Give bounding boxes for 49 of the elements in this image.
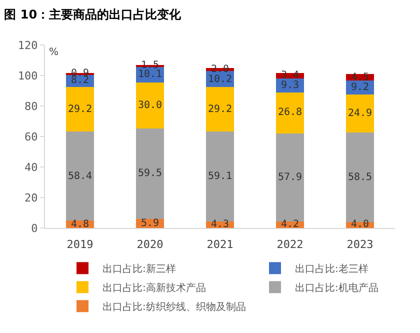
data-label: 29.2 xyxy=(68,104,92,115)
y-tick-label: 80 xyxy=(24,100,38,113)
bar xyxy=(66,87,94,132)
data-label: 9.2 xyxy=(351,82,370,93)
data-label: 4.8 xyxy=(71,219,90,230)
bar xyxy=(206,86,234,132)
data-label: 58.4 xyxy=(68,171,92,182)
bar xyxy=(136,82,164,128)
data-label: 4.0 xyxy=(351,219,370,230)
y-tick-label: 20 xyxy=(24,191,38,204)
data-label: 30.0 xyxy=(138,100,162,111)
x-tick-label: 2019 xyxy=(66,238,94,252)
y-tick-label: 100 xyxy=(18,69,38,82)
x-tick-label: 2021 xyxy=(206,238,234,252)
bar xyxy=(136,128,164,219)
bar xyxy=(346,94,374,133)
data-label: 5.9 xyxy=(141,218,160,229)
y-tick-label: 0 xyxy=(31,222,38,235)
legend-label: 出口占比:高新技术产品 xyxy=(102,282,206,294)
bar xyxy=(276,92,304,134)
bar xyxy=(66,132,94,221)
data-label: 59.5 xyxy=(138,168,162,179)
legend-label: 出口占比:老三样 xyxy=(295,263,368,276)
y-tick-label: 60 xyxy=(24,130,38,144)
data-label: 10.1 xyxy=(138,69,162,80)
data-label: 1.5 xyxy=(141,60,160,71)
data-label: 9.3 xyxy=(281,80,300,91)
legend-label: 出口占比:纺织纱线、织物及制品 xyxy=(102,301,246,314)
data-label: 58.5 xyxy=(348,172,372,183)
y-tick-label: 40 xyxy=(24,160,38,174)
data-label: 10.2 xyxy=(208,74,232,85)
legend-label: 出口占比:新三样 xyxy=(102,263,176,276)
bar xyxy=(206,131,234,222)
x-tick-label: 2020 xyxy=(136,238,164,252)
data-label: 29.2 xyxy=(208,104,232,115)
data-label: 59.1 xyxy=(208,171,232,182)
chart-title: 图 10：主要商品的出口占比变化 xyxy=(4,7,182,22)
data-label: 24.9 xyxy=(348,108,372,119)
legend-label: 出口占比:机电产品 xyxy=(295,282,378,294)
y-tick-label: 120 xyxy=(18,38,38,52)
data-label: 4.5 xyxy=(351,72,370,83)
y-axis-title: % xyxy=(49,47,59,58)
x-tick-label: 2023 xyxy=(346,238,374,252)
x-tick-label: 2022 xyxy=(276,238,304,252)
data-label: 4.2 xyxy=(281,219,300,230)
data-label: 3.4 xyxy=(281,70,300,81)
data-label: 57.9 xyxy=(278,172,302,183)
data-label: 4.3 xyxy=(211,219,230,230)
data-label: 26.8 xyxy=(278,107,302,118)
